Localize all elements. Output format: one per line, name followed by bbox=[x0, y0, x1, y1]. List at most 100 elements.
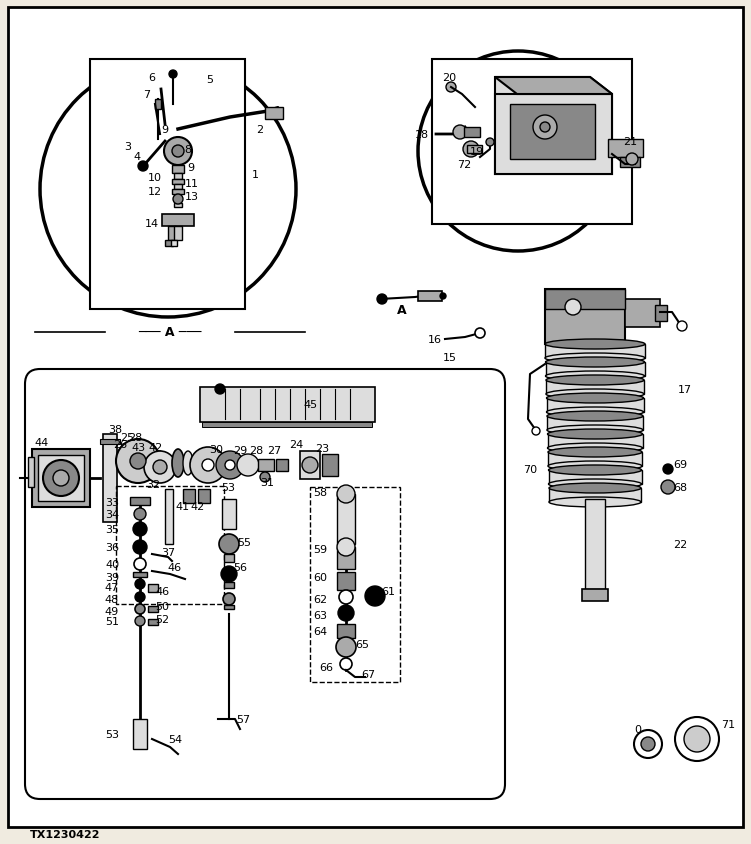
Circle shape bbox=[221, 566, 237, 582]
Text: 63: 63 bbox=[313, 610, 327, 620]
Ellipse shape bbox=[183, 452, 193, 475]
Circle shape bbox=[40, 62, 296, 317]
Bar bbox=[165, 490, 173, 544]
Ellipse shape bbox=[548, 479, 641, 490]
Circle shape bbox=[260, 473, 270, 483]
Text: 43: 43 bbox=[131, 442, 145, 452]
Text: 30: 30 bbox=[209, 445, 223, 454]
Circle shape bbox=[663, 464, 673, 474]
Bar bbox=[174, 227, 182, 241]
Text: 8: 8 bbox=[185, 145, 192, 154]
Circle shape bbox=[340, 658, 352, 670]
Text: 65: 65 bbox=[355, 639, 369, 649]
Circle shape bbox=[565, 300, 581, 316]
Circle shape bbox=[440, 294, 446, 300]
Circle shape bbox=[418, 52, 618, 252]
Text: 6: 6 bbox=[149, 73, 155, 83]
Text: 21: 21 bbox=[623, 137, 637, 147]
Bar bbox=[337, 572, 355, 590]
Bar bbox=[300, 452, 320, 479]
Circle shape bbox=[164, 138, 192, 165]
Bar bbox=[547, 398, 644, 413]
Ellipse shape bbox=[546, 376, 644, 386]
Bar bbox=[133, 719, 147, 749]
Circle shape bbox=[225, 461, 235, 470]
Bar bbox=[168, 227, 176, 241]
Circle shape bbox=[134, 559, 146, 571]
Ellipse shape bbox=[548, 447, 642, 457]
Bar bbox=[222, 500, 236, 529]
Text: 9: 9 bbox=[161, 125, 168, 135]
Bar bbox=[608, 140, 643, 158]
Text: 31: 31 bbox=[260, 478, 274, 488]
Circle shape bbox=[53, 470, 69, 486]
Circle shape bbox=[339, 590, 353, 604]
Circle shape bbox=[138, 162, 148, 172]
Bar bbox=[322, 454, 338, 476]
Text: 16: 16 bbox=[428, 334, 442, 344]
Bar bbox=[549, 470, 642, 484]
Circle shape bbox=[135, 592, 145, 603]
Text: 58: 58 bbox=[313, 488, 327, 497]
Circle shape bbox=[43, 461, 79, 496]
Bar bbox=[148, 619, 158, 625]
Text: 54: 54 bbox=[168, 734, 182, 744]
Text: 49: 49 bbox=[105, 606, 119, 616]
Ellipse shape bbox=[545, 371, 644, 381]
Circle shape bbox=[463, 142, 479, 158]
Bar bbox=[418, 292, 442, 301]
Circle shape bbox=[135, 616, 145, 626]
Bar bbox=[467, 146, 482, 154]
Text: 4: 4 bbox=[134, 152, 140, 162]
Text: 70: 70 bbox=[523, 464, 537, 474]
Text: 61: 61 bbox=[381, 587, 395, 597]
Ellipse shape bbox=[172, 450, 184, 478]
Bar bbox=[100, 440, 120, 445]
Bar bbox=[337, 495, 355, 544]
Text: 42: 42 bbox=[149, 442, 163, 452]
Circle shape bbox=[377, 295, 387, 305]
Text: 9: 9 bbox=[188, 163, 195, 173]
Circle shape bbox=[130, 453, 146, 469]
Circle shape bbox=[365, 587, 385, 606]
Bar bbox=[464, 127, 480, 138]
Bar bbox=[548, 452, 642, 467]
Circle shape bbox=[153, 461, 167, 474]
Bar bbox=[545, 289, 625, 344]
Bar bbox=[224, 582, 234, 588]
Text: 42: 42 bbox=[191, 501, 205, 511]
FancyBboxPatch shape bbox=[25, 370, 505, 799]
Ellipse shape bbox=[547, 443, 643, 453]
Text: 12: 12 bbox=[148, 187, 162, 197]
Text: 38: 38 bbox=[108, 425, 122, 435]
Text: 2: 2 bbox=[256, 125, 264, 135]
Text: 25: 25 bbox=[120, 432, 134, 442]
Bar bbox=[198, 490, 210, 503]
Text: 41: 41 bbox=[176, 501, 190, 511]
Text: 32: 32 bbox=[146, 479, 160, 490]
Text: 46: 46 bbox=[156, 587, 170, 597]
Text: 11: 11 bbox=[185, 179, 199, 189]
Text: 66: 66 bbox=[319, 663, 333, 672]
Text: 57: 57 bbox=[236, 714, 250, 724]
Text: 47: 47 bbox=[105, 582, 119, 592]
Bar bbox=[582, 589, 608, 601]
Text: 59: 59 bbox=[313, 544, 327, 555]
Bar bbox=[38, 456, 84, 501]
Bar bbox=[585, 500, 605, 589]
Ellipse shape bbox=[545, 339, 645, 349]
Circle shape bbox=[338, 605, 354, 621]
Bar bbox=[200, 387, 375, 423]
Text: 55: 55 bbox=[237, 538, 251, 548]
Circle shape bbox=[337, 538, 355, 556]
Circle shape bbox=[684, 726, 710, 752]
Text: 33: 33 bbox=[105, 497, 119, 507]
Bar bbox=[172, 165, 184, 174]
Circle shape bbox=[475, 328, 485, 338]
Ellipse shape bbox=[547, 393, 644, 403]
Bar bbox=[310, 488, 400, 682]
Circle shape bbox=[135, 579, 145, 589]
Text: 7: 7 bbox=[143, 90, 150, 100]
Bar bbox=[265, 108, 283, 120]
Bar bbox=[545, 344, 645, 359]
